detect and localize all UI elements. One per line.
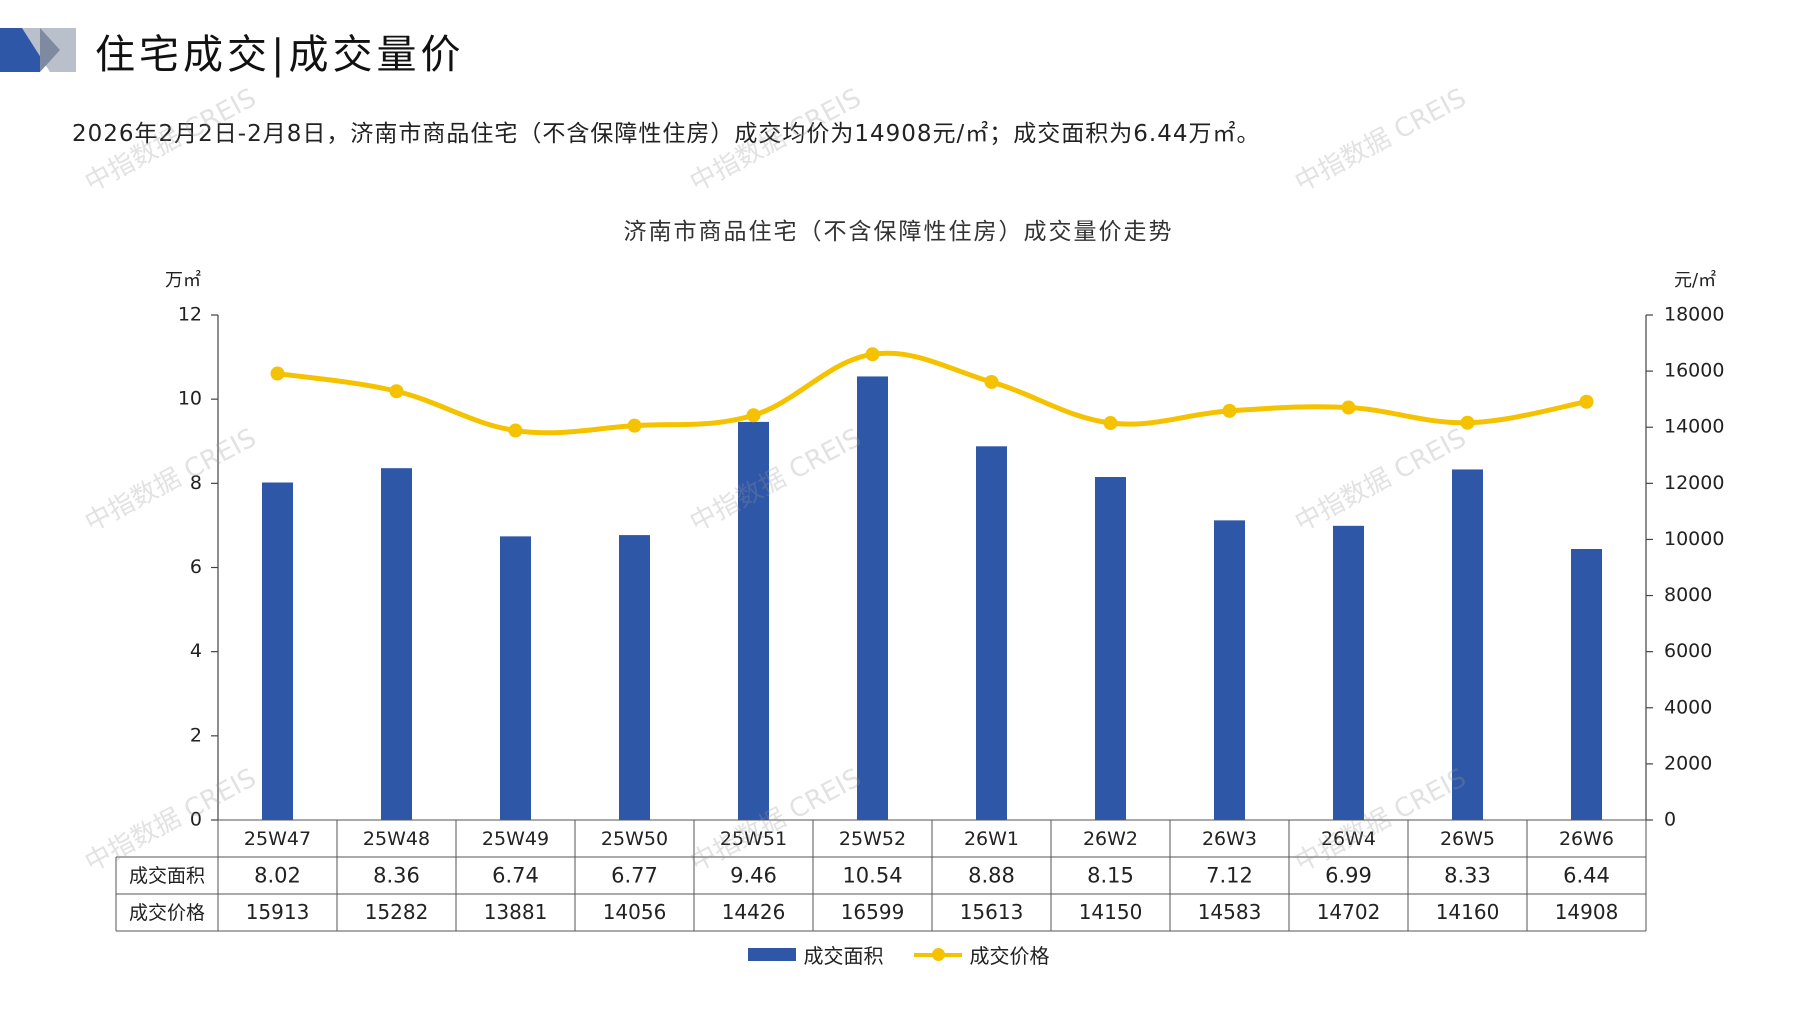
right-axis-tick-label: 10000 [1664, 528, 1724, 550]
legend-bar-swatch [747, 948, 796, 961]
legend: 成交面积 成交价格 [0, 940, 1797, 969]
bar-25W51 [738, 421, 769, 820]
bar-26W2 [1095, 477, 1126, 820]
right-axis-tick-label: 12000 [1664, 472, 1724, 494]
table-row-label-price: 成交价格 [129, 902, 205, 924]
legend-label-price: 成交价格 [969, 944, 1050, 968]
table-cell-area: 8.88 [968, 864, 1015, 888]
table-cell-price: 14426 [722, 900, 786, 924]
price-point-26W3 [1222, 403, 1237, 418]
category-label: 25W52 [839, 828, 906, 850]
table-cell-price: 14160 [1436, 900, 1500, 924]
category-label: 25W50 [601, 828, 668, 850]
table-cell-area: 6.74 [492, 864, 539, 888]
bar-25W50 [619, 535, 650, 820]
right-axis-tick-label: 0 [1664, 809, 1676, 831]
table-cell-price: 13881 [484, 900, 548, 924]
bar-26W3 [1214, 520, 1245, 820]
price-point-25W50 [627, 418, 642, 433]
category-label: 25W51 [720, 828, 787, 850]
category-label: 26W4 [1321, 828, 1376, 850]
bar-26W1 [976, 446, 1007, 820]
legend-item-area: 成交面积 [747, 940, 884, 969]
table-cell-area: 8.33 [1444, 864, 1491, 888]
left-axis-tick-label: 4 [190, 640, 202, 662]
category-label: 26W6 [1559, 828, 1614, 850]
left-axis-tick-label: 10 [178, 388, 202, 410]
bar-25W48 [381, 468, 412, 820]
header-logo [0, 28, 76, 72]
legend-label-area: 成交面积 [803, 944, 884, 968]
left-axis-tick-label: 8 [190, 472, 202, 494]
category-label: 26W1 [964, 828, 1019, 850]
table-cell-price: 14150 [1079, 900, 1143, 924]
table-cell-price: 15282 [365, 900, 429, 924]
price-point-25W48 [389, 384, 404, 399]
table-cell-area: 8.15 [1087, 864, 1134, 888]
table-cell-price: 14583 [1198, 900, 1262, 924]
table-cell-price: 15913 [246, 900, 310, 924]
left-axis-tick-label: 2 [190, 724, 202, 746]
category-label: 25W49 [482, 828, 549, 850]
table-cell-price: 15613 [960, 900, 1024, 924]
price-line [275, 350, 1589, 436]
left-axis-tick-label: 12 [178, 304, 202, 326]
bar-25W52 [857, 376, 888, 820]
page-title: 住宅成交|成交量价 [95, 32, 465, 78]
price-point-25W51 [746, 408, 761, 423]
right-axis-tick-label: 4000 [1664, 696, 1712, 718]
category-label: 26W2 [1083, 828, 1138, 850]
table-cell-price: 14908 [1555, 900, 1619, 924]
left-axis-unit: 万㎡ [165, 270, 201, 291]
right-axis-tick-label: 8000 [1664, 584, 1712, 606]
right-axis-tick-label: 2000 [1664, 752, 1712, 774]
bar-26W4 [1333, 525, 1364, 820]
table-cell-area: 9.46 [730, 864, 777, 888]
bar-25W49 [500, 536, 531, 820]
price-point-26W4 [1341, 400, 1356, 415]
right-axis-tick-label: 16000 [1664, 360, 1724, 382]
right-axis-tick-label: 6000 [1664, 640, 1712, 662]
left-axis-tick-label: 6 [190, 556, 202, 578]
category-label: 26W3 [1202, 828, 1257, 850]
right-axis-tick-label: 18000 [1664, 304, 1724, 326]
table-cell-area: 8.02 [254, 864, 301, 888]
price-point-26W5 [1460, 415, 1475, 430]
left-axis-tick-label: 0 [190, 809, 202, 831]
category-label: 25W48 [363, 828, 430, 850]
right-axis-tick-label: 14000 [1664, 416, 1724, 438]
table-cell-area: 7.12 [1206, 864, 1253, 888]
table-cell-area: 8.36 [373, 864, 420, 888]
price-point-26W2 [1103, 416, 1118, 431]
table-cell-price: 14702 [1317, 900, 1381, 924]
table-cell-area: 6.77 [611, 864, 658, 888]
category-label: 25W47 [244, 828, 311, 850]
price-point-26W6 [1579, 394, 1594, 409]
bar-25W47 [262, 482, 293, 820]
chart-title: 济南市商品住宅（不含保障性住房）成交量价走势 [623, 219, 1174, 245]
table-cell-price: 16599 [841, 900, 905, 924]
price-point-26W1 [984, 374, 999, 389]
summary-text: 2026年2月2日-2月8日，济南市商品住宅（不含保障性住房）成交均价为1490… [72, 121, 1261, 147]
category-label: 26W5 [1440, 828, 1495, 850]
price-point-25W47 [270, 366, 285, 381]
table-cell-area: 10.54 [842, 864, 902, 888]
right-axis-unit: 元/㎡ [1674, 270, 1717, 291]
legend-line-swatch [913, 947, 962, 961]
table-cell-price: 14056 [603, 900, 667, 924]
legend-item-price: 成交价格 [913, 940, 1050, 969]
price-point-25W49 [508, 423, 523, 438]
table-cell-area: 6.44 [1563, 864, 1610, 888]
table-row-label-area: 成交面积 [129, 865, 205, 887]
bar-26W5 [1452, 469, 1483, 820]
bar-26W6 [1571, 548, 1602, 820]
table-cell-area: 6.99 [1325, 864, 1372, 888]
price-point-25W52 [865, 347, 880, 362]
